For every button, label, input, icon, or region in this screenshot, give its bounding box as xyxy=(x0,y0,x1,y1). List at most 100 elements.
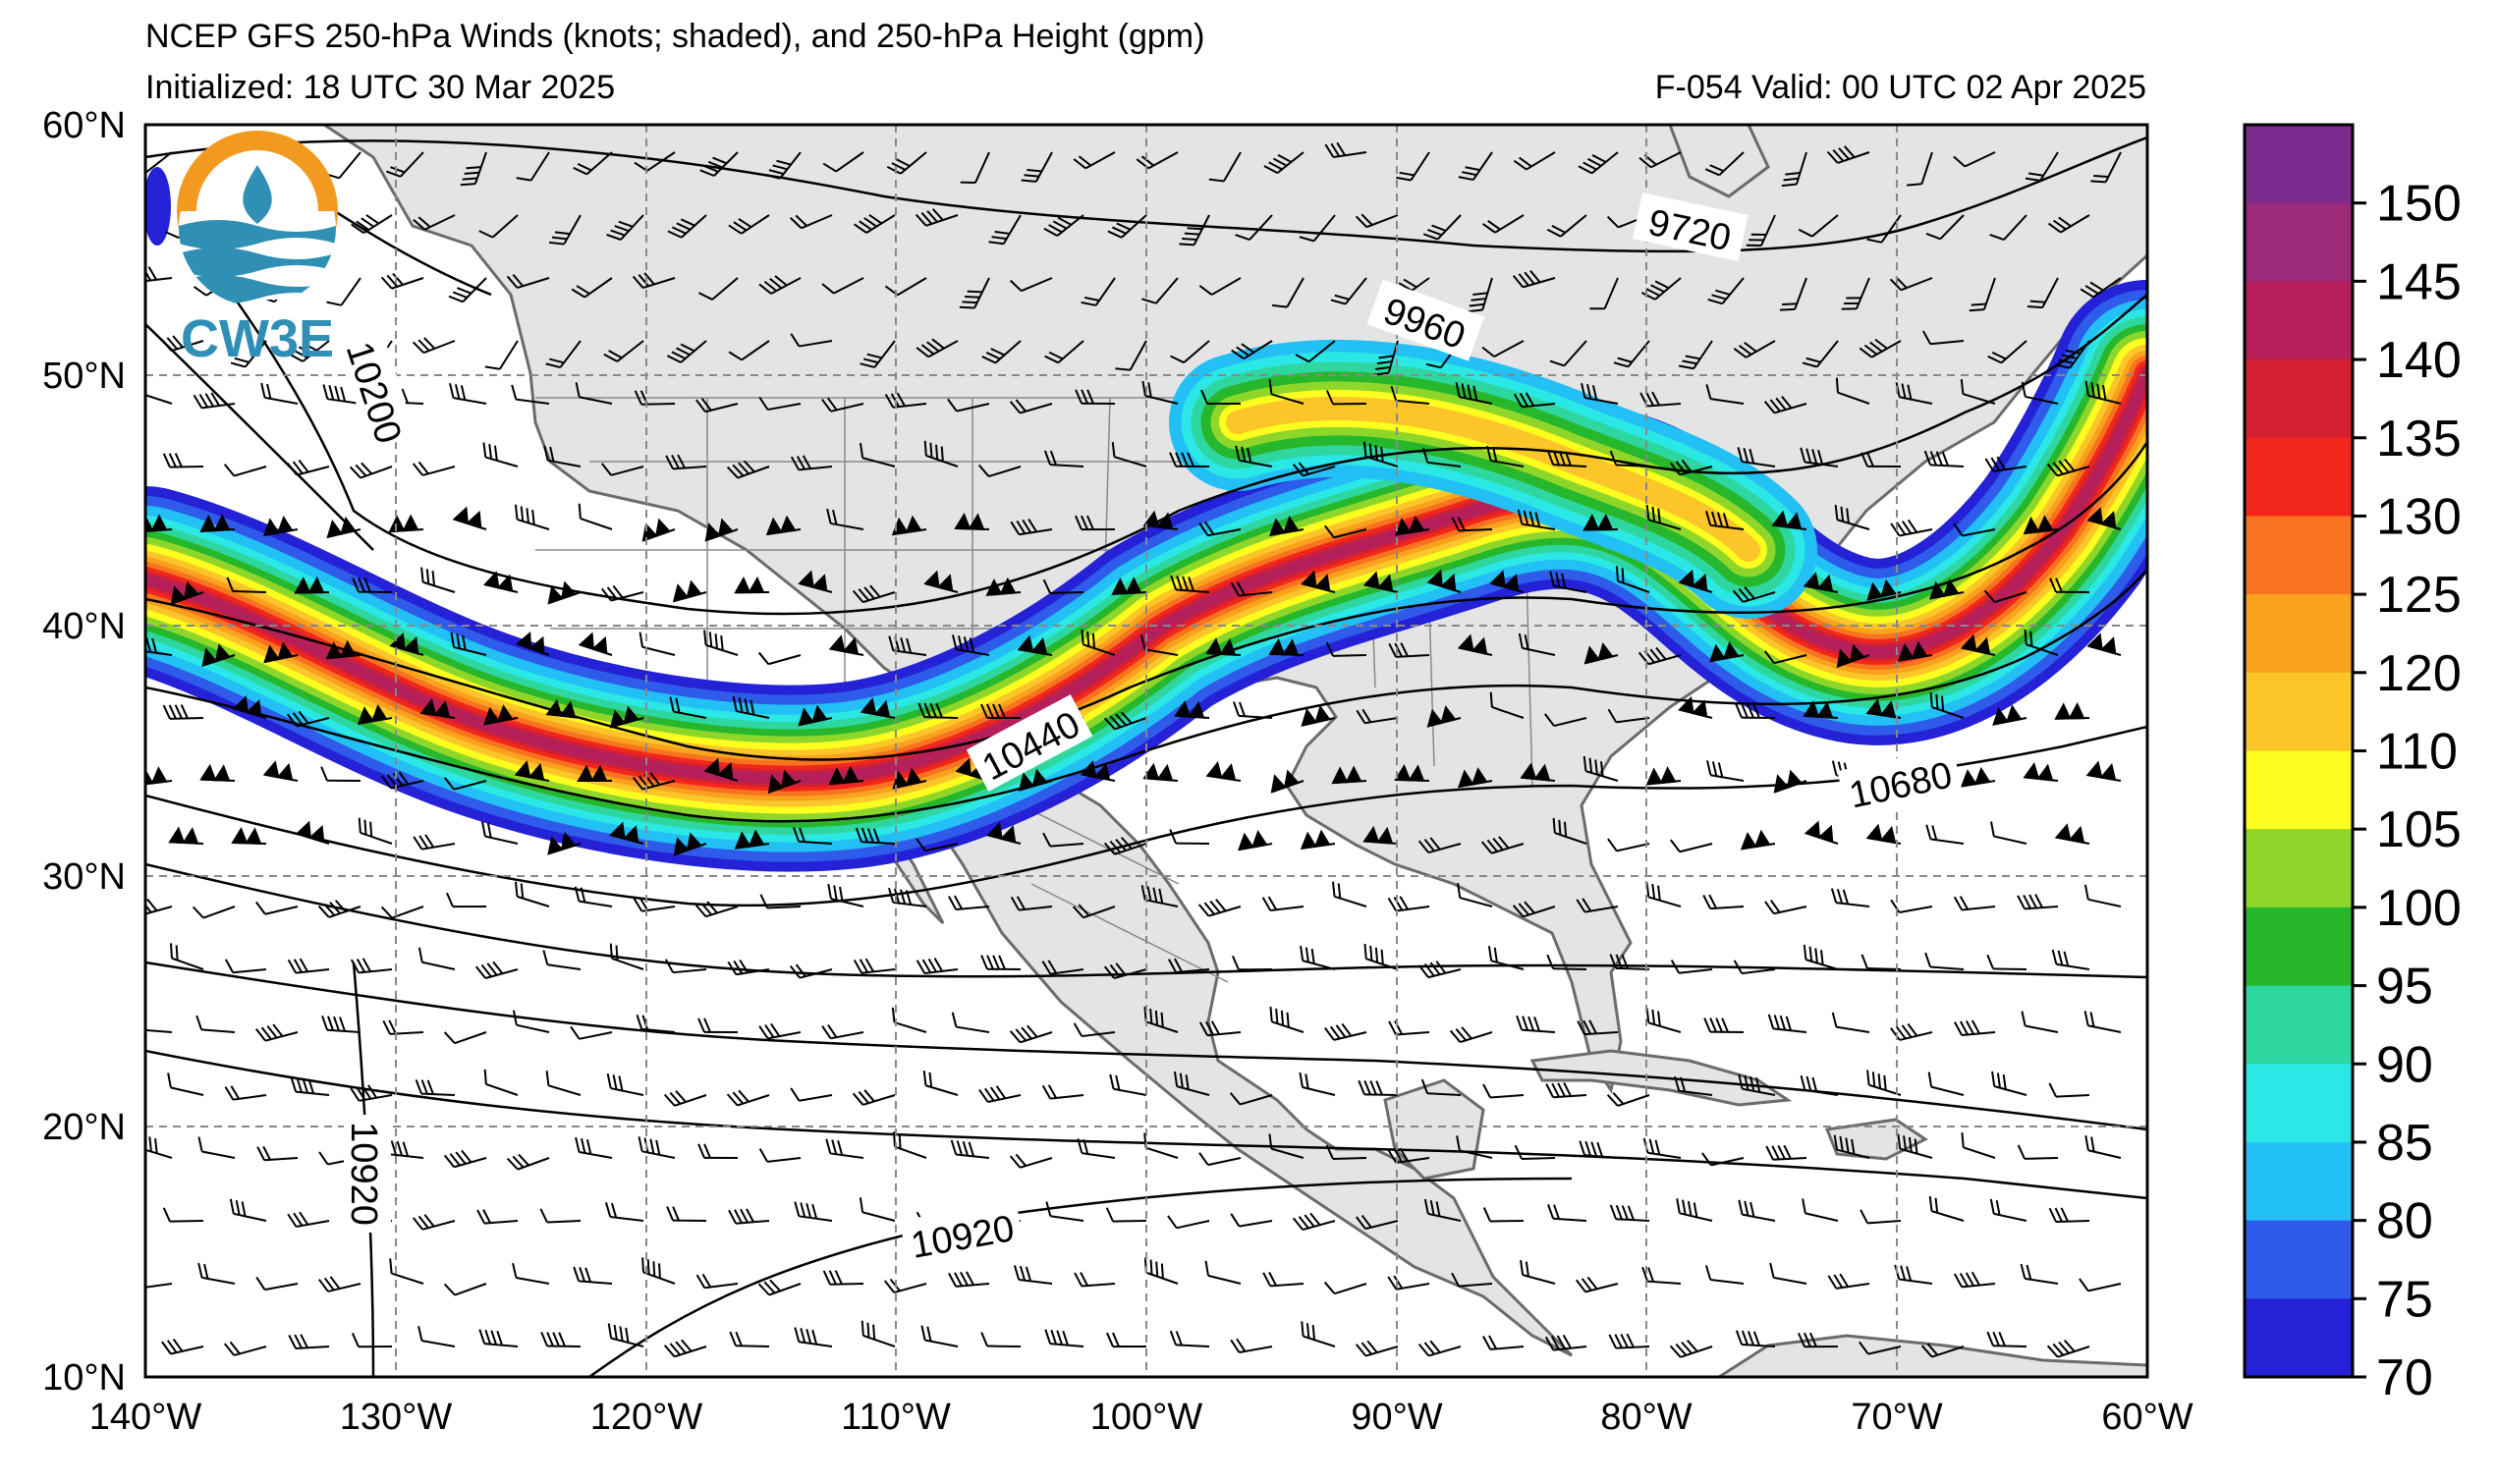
wind-barb xyxy=(1549,571,1587,593)
wind-barb xyxy=(853,958,896,974)
wind-barb xyxy=(417,1326,456,1347)
wind-barb xyxy=(1640,277,1682,301)
wind-barb xyxy=(1859,338,1902,358)
wind-barb xyxy=(1422,214,1462,241)
wind-barb xyxy=(697,277,739,301)
lon-label-70: 70°W xyxy=(1851,1397,1942,1438)
wind-barb xyxy=(2084,380,2122,405)
wind-barb xyxy=(1077,1138,1116,1159)
wind-barb xyxy=(1295,340,1336,363)
wind-barb xyxy=(758,396,802,412)
wind-barb xyxy=(1075,389,1116,405)
wind-barb xyxy=(1907,151,1933,187)
wind-barb xyxy=(790,333,833,348)
wind-barb xyxy=(1174,700,1210,719)
wind-barb xyxy=(2049,577,2090,593)
wind-barb xyxy=(1803,700,1839,719)
wind-barb xyxy=(1355,213,1399,229)
wind-barb xyxy=(1920,1343,1965,1358)
wind-barb xyxy=(224,1085,267,1101)
wind-barb xyxy=(1771,510,1807,530)
wind-barb xyxy=(294,576,330,594)
wind-barb xyxy=(1798,214,1839,238)
wind-barb xyxy=(1678,340,1713,370)
wind-barb xyxy=(986,821,1022,845)
wind-barb xyxy=(1457,882,1493,907)
wind-barb xyxy=(1513,151,1556,171)
wind-barb xyxy=(415,1079,456,1096)
wind-barb xyxy=(2021,381,2059,405)
wind-barb xyxy=(1579,1140,1619,1159)
wind-barb xyxy=(2083,1011,2122,1033)
wind-barb xyxy=(1235,445,1273,467)
wind-barb xyxy=(1512,269,1556,289)
wind-barb xyxy=(325,639,361,660)
lon-label-100: 100°W xyxy=(1090,1397,1203,1438)
wind-barb xyxy=(1198,521,1242,537)
wind-barb xyxy=(1703,1017,1745,1033)
wind-barb xyxy=(758,1148,802,1163)
wind-barb xyxy=(1953,896,1996,911)
wind-barb xyxy=(1301,704,1336,727)
wind-barb xyxy=(1781,151,1807,188)
wind-barb xyxy=(1168,958,1210,974)
wind-barb xyxy=(1645,766,1682,786)
wind-barb xyxy=(195,1015,236,1033)
wind-barb xyxy=(1733,340,1776,358)
lat-label-30: 30°N xyxy=(42,856,126,898)
wind-barb xyxy=(1010,896,1053,911)
wind-barb xyxy=(600,584,644,602)
wind-barb xyxy=(1299,214,1336,243)
wind-barb xyxy=(1961,1132,1996,1159)
wind-barb xyxy=(1581,382,1619,405)
wind-barb xyxy=(571,277,613,299)
colorbar-label: 100 xyxy=(2376,880,2462,937)
wind-barb xyxy=(1865,698,1902,719)
wind-barb xyxy=(574,886,613,907)
wind-barb xyxy=(1992,704,2027,726)
wind-barb xyxy=(1169,1330,1210,1347)
wind-barb xyxy=(734,576,770,594)
wind-barb xyxy=(482,571,519,593)
wind-barb xyxy=(482,442,519,467)
wind-barb xyxy=(168,826,204,845)
colorbar-label: 145 xyxy=(2376,253,2462,310)
wind-barb xyxy=(663,1090,707,1107)
wind-barb xyxy=(1678,569,1713,593)
wind-barb xyxy=(1449,1026,1493,1044)
wind-barb xyxy=(321,1016,361,1033)
wind-barb xyxy=(821,397,864,412)
wind-barb xyxy=(1859,1341,1902,1355)
lat-label-50: 50°N xyxy=(42,356,126,397)
wind-barb xyxy=(2024,629,2059,656)
wind-barb xyxy=(1803,944,1839,970)
wind-barb xyxy=(231,826,267,845)
wind-barb xyxy=(981,340,1022,364)
wind-barb xyxy=(318,1276,361,1292)
wind-barb xyxy=(1704,1265,1745,1285)
wind-barb xyxy=(1018,768,1053,792)
wind-barb xyxy=(1676,1198,1713,1222)
lon-label-90: 90°W xyxy=(1351,1397,1442,1438)
wind-barb xyxy=(289,340,330,362)
wind-barb xyxy=(145,1283,173,1290)
wind-barb xyxy=(759,894,802,909)
wind-barb xyxy=(1546,214,1587,238)
wind-barb xyxy=(2086,632,2122,656)
colorbar-label: 120 xyxy=(2376,645,2462,702)
wind-barb xyxy=(1489,570,1525,593)
wind-barb xyxy=(822,151,864,173)
wind-barb xyxy=(673,832,707,856)
wind-barb xyxy=(1865,823,1902,845)
wind-barb xyxy=(1983,589,2027,603)
wind-barb xyxy=(412,337,456,355)
wind-barb xyxy=(1925,214,1965,241)
wind-barb xyxy=(1332,881,1367,907)
wind-barb xyxy=(169,943,204,970)
wind-barb xyxy=(1929,691,1965,719)
wind-barb xyxy=(669,696,707,719)
wind-barb xyxy=(349,462,393,479)
wind-barb xyxy=(1205,637,1242,656)
wind-barb xyxy=(789,963,833,979)
wind-barb xyxy=(1669,459,1713,476)
